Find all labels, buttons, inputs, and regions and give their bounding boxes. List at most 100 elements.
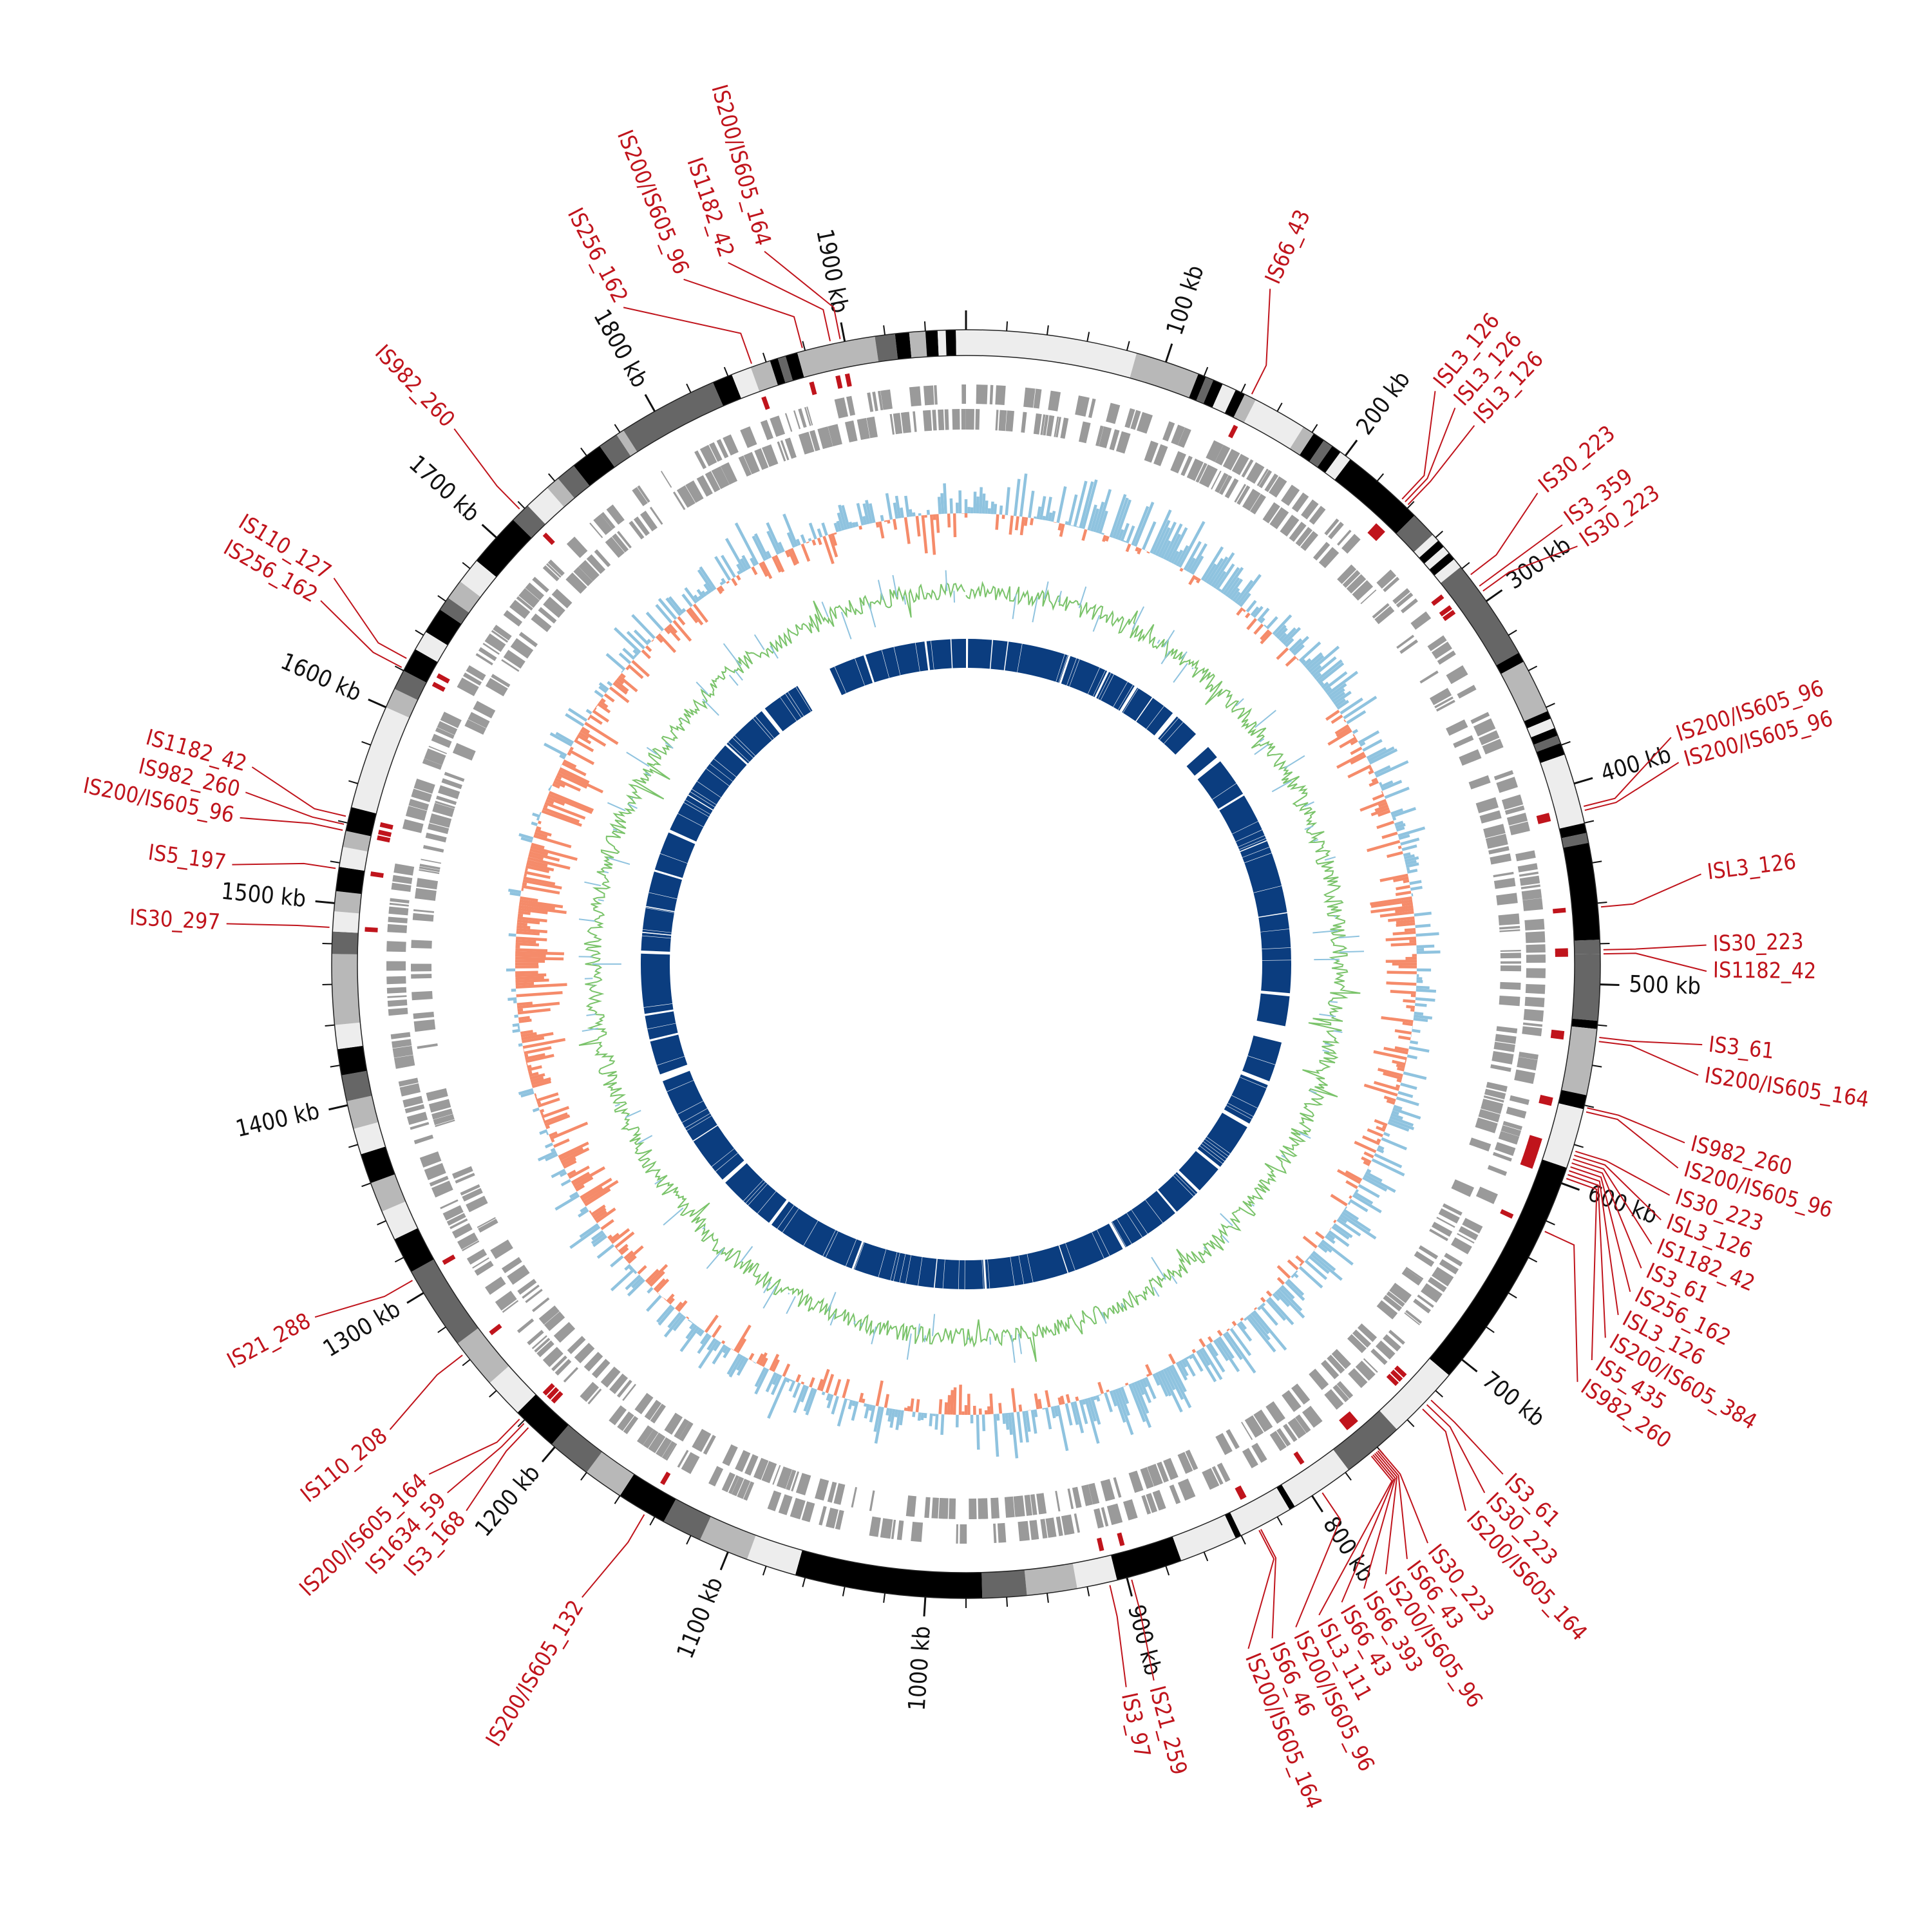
minor-tick xyxy=(437,595,446,602)
gc-skew-bar xyxy=(527,1065,542,1072)
gc-skew-bar xyxy=(1379,873,1408,882)
gc-content-spike xyxy=(1160,650,1171,665)
outer-ring-segment xyxy=(1419,540,1444,564)
gc-skew-bar xyxy=(837,1398,848,1427)
gc-skew-bar xyxy=(1391,1110,1399,1115)
gc-skew-bar xyxy=(1229,1327,1252,1356)
outer-ring-segment xyxy=(1527,718,1555,738)
gene-block xyxy=(817,426,833,450)
inner-block xyxy=(1061,656,1108,697)
outer-ring-segment xyxy=(1289,426,1314,455)
gene-block xyxy=(934,385,938,405)
gc-skew-bar xyxy=(1225,1331,1256,1374)
gc-skew-bar xyxy=(1259,617,1265,624)
gc-skew-bar xyxy=(1060,1396,1065,1405)
gene-block xyxy=(1324,518,1340,536)
inner-block-stripe xyxy=(1145,1199,1163,1224)
gc-content-spike xyxy=(1271,780,1292,793)
gene-block xyxy=(1056,417,1061,438)
outer-ring-segment xyxy=(713,374,741,406)
gc-skew-bar xyxy=(1341,1211,1371,1233)
gc-skew-bar xyxy=(539,1108,545,1113)
gc-skew-bar xyxy=(1323,671,1348,691)
gene-block xyxy=(877,390,884,411)
gc-skew-bar xyxy=(1358,730,1380,744)
gene-block xyxy=(795,1473,811,1495)
gc-content-spike xyxy=(607,802,626,811)
gene-block xyxy=(961,409,966,430)
gc-skew-bar xyxy=(520,837,533,843)
gc-skew-bar xyxy=(831,1396,839,1415)
gc-skew-bar xyxy=(1370,905,1414,914)
gc-skew-bar xyxy=(1157,1370,1172,1397)
is-element-mark xyxy=(1431,594,1444,606)
gene-block xyxy=(392,1039,412,1048)
gc-skew-bar xyxy=(1117,1387,1130,1416)
gc-skew-bar xyxy=(1280,627,1297,643)
gc-skew-bar xyxy=(541,1106,570,1119)
minor-tick xyxy=(1461,562,1470,569)
gc-skew-bar xyxy=(873,1406,882,1432)
gene-block xyxy=(1498,913,1520,925)
gc-skew-bar xyxy=(1314,672,1322,680)
gc-skew-bar xyxy=(1302,658,1312,667)
gene-block xyxy=(501,659,520,672)
is-element-leader-line xyxy=(232,862,336,869)
gene-block xyxy=(413,778,435,794)
gene-block xyxy=(997,1522,1007,1543)
gene-block xyxy=(1431,641,1452,659)
gc-skew-bar xyxy=(1365,1171,1383,1182)
gc-content-spike xyxy=(1173,663,1188,683)
gc-skew-bar xyxy=(520,1030,533,1035)
gc-skew-bar xyxy=(1396,1096,1419,1106)
is-element-leader-line xyxy=(1544,1231,1578,1382)
gc-skew-bar xyxy=(904,1407,907,1412)
inner-block-stripe xyxy=(878,1249,887,1278)
gc-skew-bar xyxy=(1042,515,1046,520)
gc-skew-bar xyxy=(833,522,839,533)
gc-skew-bar xyxy=(817,1379,824,1391)
gene-block xyxy=(815,1478,829,1501)
gc-skew-bar xyxy=(1001,515,1005,519)
gc-skew-bar xyxy=(1183,541,1202,571)
gene-block xyxy=(1269,507,1289,529)
is-element-leader-line xyxy=(1479,524,1563,587)
inner-block xyxy=(1005,641,1069,683)
is-element-mark xyxy=(1097,1537,1104,1551)
gc-skew-bar xyxy=(625,666,630,670)
gene-block xyxy=(1046,415,1055,437)
inner-block-stripe xyxy=(1186,746,1208,766)
gene-block xyxy=(1520,884,1540,889)
gene-block xyxy=(510,638,534,659)
is-element-label: IS200/IS605_96 xyxy=(612,126,694,278)
scale-tick-label: 1700 kb xyxy=(404,450,484,527)
gc-skew-bar xyxy=(1188,1354,1193,1359)
gc-skew-bar xyxy=(1390,990,1416,995)
gene-block xyxy=(905,1495,916,1517)
inner-block-stripe xyxy=(1100,674,1114,701)
gc-skew-bar xyxy=(741,554,752,569)
gene-block xyxy=(525,582,545,601)
gene-block xyxy=(1522,1022,1543,1027)
gc-content-spike xyxy=(1324,856,1336,861)
gc-skew-bar xyxy=(1150,509,1172,554)
inner-block-stripe xyxy=(1122,688,1139,714)
gc-skew-bar xyxy=(989,1393,994,1414)
gc-content-spike xyxy=(1163,630,1175,648)
gene-block xyxy=(1517,863,1538,873)
is-element-mark xyxy=(1539,1098,1553,1106)
gene-block xyxy=(798,431,815,455)
gc-skew-bar xyxy=(1397,845,1402,849)
gc-skew-bar xyxy=(1291,1274,1294,1278)
gene-block xyxy=(969,1498,977,1519)
inner-block-stripe xyxy=(1112,1222,1127,1247)
outer-ring-segment xyxy=(457,1328,509,1383)
inner-block-stripe xyxy=(1238,835,1265,848)
gc-skew-bar xyxy=(1227,578,1244,599)
gc-skew-bar xyxy=(1304,652,1323,669)
gc-skew-bar xyxy=(1168,1365,1192,1408)
outer-ring-segment xyxy=(663,1499,711,1540)
gene-block xyxy=(612,533,629,553)
gene-block xyxy=(1067,1488,1074,1510)
